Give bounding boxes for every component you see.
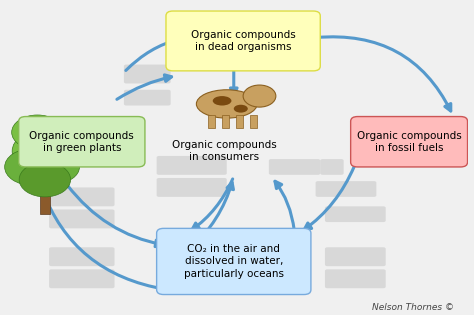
Text: Organic compounds
in green plants: Organic compounds in green plants: [29, 130, 134, 153]
Text: Organic compounds
in fossil fuels: Organic compounds in fossil fuels: [357, 130, 462, 153]
FancyBboxPatch shape: [156, 228, 311, 295]
FancyBboxPatch shape: [49, 247, 115, 266]
FancyBboxPatch shape: [236, 115, 243, 128]
FancyBboxPatch shape: [40, 170, 50, 214]
Ellipse shape: [196, 90, 257, 118]
Text: CO₂ in the air and
dissolved in water,
particularly oceans: CO₂ in the air and dissolved in water, p…: [184, 244, 284, 279]
Text: Organic compounds
in consumers: Organic compounds in consumers: [172, 140, 277, 163]
Text: Nelson Thornes ©: Nelson Thornes ©: [372, 303, 454, 312]
FancyBboxPatch shape: [325, 269, 386, 288]
FancyBboxPatch shape: [269, 159, 320, 175]
Text: Organic compounds
in dead organisms: Organic compounds in dead organisms: [191, 30, 295, 52]
FancyBboxPatch shape: [156, 178, 227, 197]
FancyBboxPatch shape: [49, 209, 115, 228]
FancyBboxPatch shape: [18, 117, 145, 167]
FancyBboxPatch shape: [49, 269, 115, 288]
FancyBboxPatch shape: [325, 247, 386, 266]
FancyBboxPatch shape: [124, 65, 171, 83]
FancyBboxPatch shape: [320, 159, 344, 175]
FancyBboxPatch shape: [351, 117, 467, 167]
Circle shape: [31, 151, 80, 183]
FancyBboxPatch shape: [124, 90, 171, 106]
FancyBboxPatch shape: [49, 187, 115, 206]
FancyBboxPatch shape: [156, 156, 227, 175]
Circle shape: [12, 115, 63, 150]
Circle shape: [12, 129, 78, 173]
Circle shape: [243, 85, 276, 107]
Circle shape: [30, 120, 75, 151]
FancyBboxPatch shape: [166, 11, 320, 71]
Ellipse shape: [234, 105, 248, 112]
FancyBboxPatch shape: [208, 115, 215, 128]
FancyBboxPatch shape: [325, 206, 386, 222]
Circle shape: [19, 162, 71, 197]
FancyBboxPatch shape: [250, 115, 257, 128]
Ellipse shape: [213, 96, 231, 106]
Circle shape: [5, 149, 59, 185]
FancyBboxPatch shape: [222, 115, 229, 128]
FancyBboxPatch shape: [316, 181, 376, 197]
